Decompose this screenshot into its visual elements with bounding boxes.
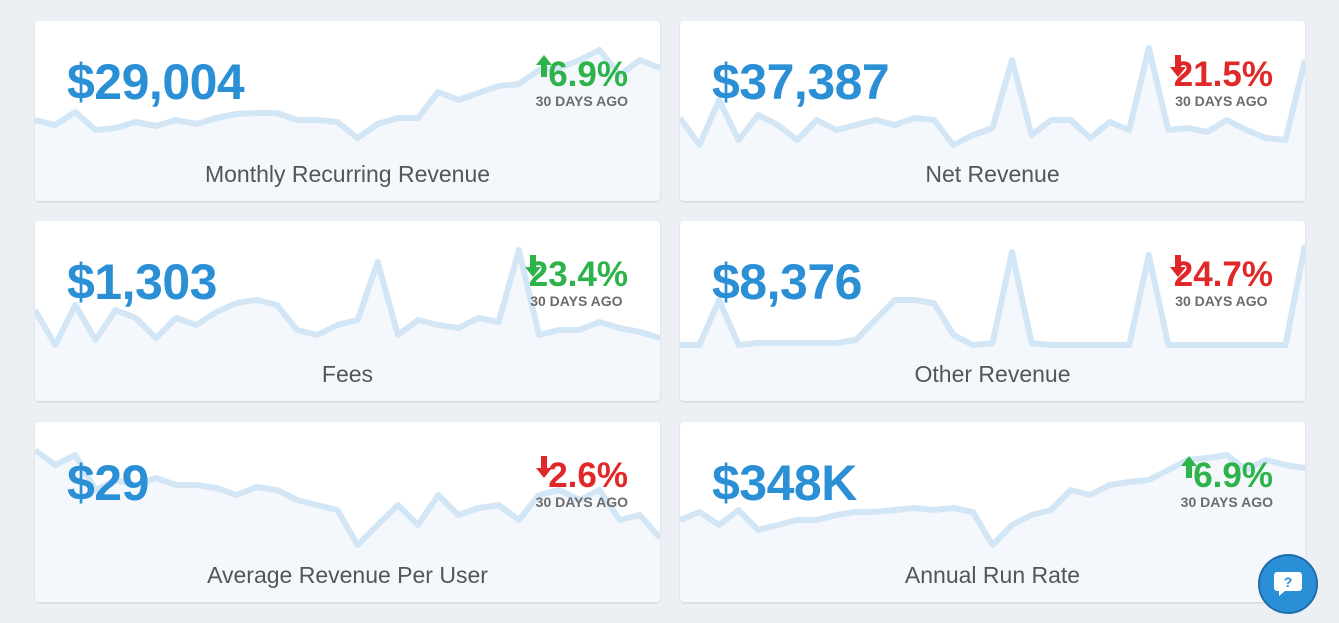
metric-card[interactable]: $348K 6.9% 30 DAYS AGO Annual Run Rate <box>680 422 1305 602</box>
metric-label: Fees <box>321 361 374 387</box>
sparkline-area <box>680 455 1305 602</box>
metric-change: 6.9% 30 DAYS AGO <box>535 55 628 109</box>
metric-change: 2.6% 30 DAYS AGO <box>535 456 628 510</box>
metric-label: Net Revenue <box>925 161 1060 187</box>
metric-value: $37,387 <box>712 54 890 110</box>
metric-label: Annual Run Rate <box>904 562 1081 588</box>
metric-label: Average Revenue Per User <box>207 562 488 588</box>
change-percent: 6.9% <box>548 55 628 94</box>
metric-value: $8,376 <box>712 254 862 310</box>
change-period: 30 DAYS AGO <box>535 93 628 109</box>
sparkline <box>35 247 660 401</box>
sparkline-line <box>680 244 1305 348</box>
sparkline-area <box>680 245 1305 401</box>
sparkline <box>35 447 660 602</box>
metric-label: Other Revenue <box>914 361 1071 387</box>
sparkline <box>35 47 660 201</box>
change-period: 30 DAYS AGO <box>1180 494 1273 510</box>
sparkline-line <box>35 47 660 141</box>
metric-change: 21.5% 30 DAYS AGO <box>1169 55 1273 109</box>
metric-value: $29 <box>67 455 149 511</box>
change-percent: 6.9% <box>1193 456 1273 495</box>
change-period: 30 DAYS AGO <box>530 293 623 309</box>
metric-card[interactable]: $29,004 6.9% 30 DAYS AGO Monthly Recurri… <box>35 21 660 201</box>
sparkline-area <box>680 48 1305 201</box>
metric-card[interactable]: $1,303 23.4% 30 DAYS AGO Fees <box>35 221 660 401</box>
change-period: 30 DAYS AGO <box>535 494 628 510</box>
metric-card[interactable]: $37,387 21.5% 30 DAYS AGO Net Revenue <box>680 21 1305 201</box>
sparkline-line <box>35 447 660 548</box>
change-percent: 21.5% <box>1173 55 1273 94</box>
change-percent: 2.6% <box>548 456 628 495</box>
sparkline <box>680 244 1305 401</box>
sparkline <box>680 452 1305 602</box>
metric-change: 23.4% 30 DAYS AGO <box>524 255 628 309</box>
change-percent: 24.7% <box>1173 255 1273 294</box>
metric-value: $348K <box>712 455 857 511</box>
sparkline <box>680 45 1305 201</box>
metric-card[interactable]: $8,376 24.7% 30 DAYS AGO Other Revenue <box>680 221 1305 401</box>
metric-label: Monthly Recurring Revenue <box>204 161 491 187</box>
metric-change: 24.7% 30 DAYS AGO <box>1169 255 1273 309</box>
metric-value: $29,004 <box>67 54 245 110</box>
metric-change: 6.9% 30 DAYS AGO <box>1180 456 1273 510</box>
metric-card[interactable]: $29 2.6% 30 DAYS AGO Average Revenue Per… <box>35 422 660 602</box>
question-chat-icon: ? <box>1274 572 1302 596</box>
metric-value: $1,303 <box>67 254 217 310</box>
sparkline-line <box>680 45 1305 148</box>
svg-text:?: ? <box>1284 574 1293 590</box>
sparkline-line <box>35 247 660 348</box>
sparkline-line <box>680 452 1305 548</box>
help-chat-button[interactable]: ? <box>1258 554 1318 614</box>
change-percent: 23.4% <box>528 255 628 294</box>
change-period: 30 DAYS AGO <box>1175 93 1268 109</box>
change-period: 30 DAYS AGO <box>1175 293 1268 309</box>
